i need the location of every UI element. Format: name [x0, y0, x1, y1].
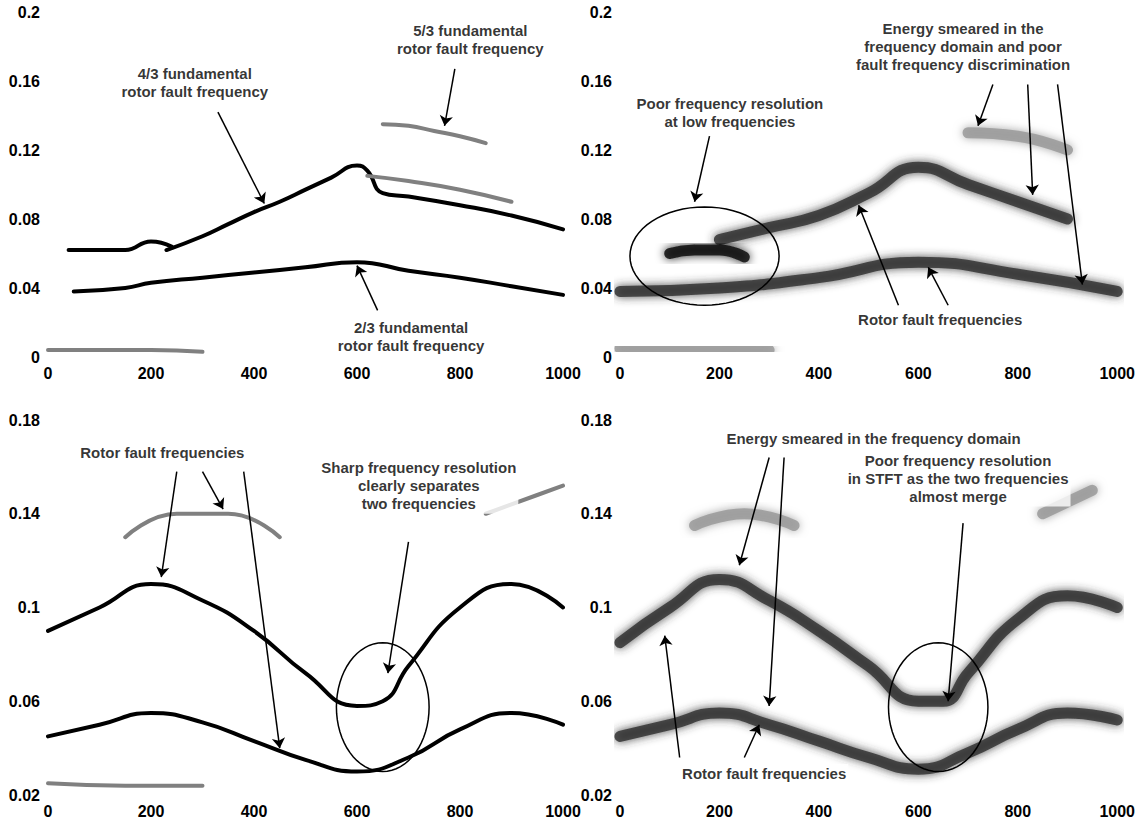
svg-text:2/3 fundamental: 2/3 fundamental [354, 319, 468, 336]
svg-text:0.02: 0.02 [9, 787, 40, 804]
svg-text:frequency domain and poor: frequency domain and poor [864, 38, 1062, 55]
svg-text:0.1: 0.1 [18, 599, 40, 616]
svg-text:0.14: 0.14 [9, 505, 40, 522]
svg-text:600: 600 [344, 365, 371, 382]
svg-text:800: 800 [447, 803, 474, 820]
svg-text:800: 800 [1004, 365, 1031, 382]
svg-text:0: 0 [44, 803, 53, 820]
svg-text:600: 600 [344, 803, 371, 820]
svg-text:0: 0 [603, 349, 612, 366]
svg-text:400: 400 [241, 803, 268, 820]
svg-text:0.12: 0.12 [581, 142, 612, 159]
svg-text:0.2: 0.2 [590, 4, 612, 21]
svg-text:Sharp frequency resolution: Sharp frequency resolution [321, 459, 516, 476]
svg-text:0.18: 0.18 [9, 412, 40, 429]
svg-text:200: 200 [706, 803, 733, 820]
svg-text:200: 200 [138, 803, 165, 820]
svg-text:in STFT as the two frequencies: in STFT as the two frequencies [848, 470, 1069, 487]
svg-text:0: 0 [616, 803, 625, 820]
svg-text:Rotor fault frequencies: Rotor fault frequencies [80, 444, 244, 461]
svg-text:0.2: 0.2 [18, 4, 40, 21]
svg-text:0.08: 0.08 [581, 211, 612, 228]
svg-text:at low frequencies: at low frequencies [664, 113, 795, 130]
svg-text:600: 600 [905, 365, 932, 382]
svg-text:0.14: 0.14 [581, 505, 612, 522]
svg-text:Poor frequency resolution: Poor frequency resolution [865, 452, 1052, 469]
svg-text:0.16: 0.16 [581, 73, 612, 90]
svg-text:4/3 fundamental: 4/3 fundamental [138, 65, 252, 82]
svg-text:Energy smeared in the frequenc: Energy smeared in the frequency domain [726, 430, 1020, 447]
svg-text:Rotor fault frequencies: Rotor fault frequencies [682, 765, 846, 782]
svg-text:0.16: 0.16 [9, 73, 40, 90]
svg-text:0.18: 0.18 [581, 412, 612, 429]
svg-text:clearly separates: clearly separates [358, 477, 480, 494]
svg-text:0.1: 0.1 [590, 599, 612, 616]
svg-text:400: 400 [806, 365, 833, 382]
svg-text:0.12: 0.12 [9, 142, 40, 159]
svg-text:0: 0 [31, 349, 40, 366]
svg-text:1000: 1000 [1099, 365, 1135, 382]
svg-text:400: 400 [241, 365, 268, 382]
svg-text:800: 800 [447, 365, 474, 382]
svg-text:rotor fault frequency: rotor fault frequency [397, 40, 544, 57]
svg-text:0.08: 0.08 [9, 211, 40, 228]
svg-text:400: 400 [806, 803, 833, 820]
svg-text:0.04: 0.04 [9, 280, 40, 297]
svg-text:0.06: 0.06 [9, 693, 40, 710]
svg-text:1000: 1000 [545, 365, 581, 382]
svg-text:0: 0 [44, 365, 53, 382]
svg-text:0.04: 0.04 [581, 280, 612, 297]
svg-text:1000: 1000 [545, 803, 581, 820]
svg-text:0.06: 0.06 [581, 693, 612, 710]
svg-text:1000: 1000 [1099, 803, 1135, 820]
svg-text:Rotor fault frequencies: Rotor fault frequencies [858, 311, 1022, 328]
svg-text:Poor frequency resolution: Poor frequency resolution [637, 95, 824, 112]
svg-text:0.02: 0.02 [581, 787, 612, 804]
svg-text:almost merge: almost merge [909, 488, 1007, 505]
svg-text:two frequencies: two frequencies [362, 495, 476, 512]
svg-text:800: 800 [1004, 803, 1031, 820]
svg-text:rotor fault frequency: rotor fault frequency [121, 83, 268, 100]
svg-text:rotor fault frequency: rotor fault frequency [338, 337, 485, 354]
svg-text:0: 0 [616, 365, 625, 382]
svg-text:Energy smeared in the: Energy smeared in the [883, 20, 1044, 37]
svg-text:200: 200 [138, 365, 165, 382]
svg-text:200: 200 [706, 365, 733, 382]
svg-text:600: 600 [905, 803, 932, 820]
svg-text:fault frequency discrimination: fault frequency discrimination [856, 56, 1070, 73]
svg-text:5/3 fundamental: 5/3 fundamental [413, 22, 527, 39]
